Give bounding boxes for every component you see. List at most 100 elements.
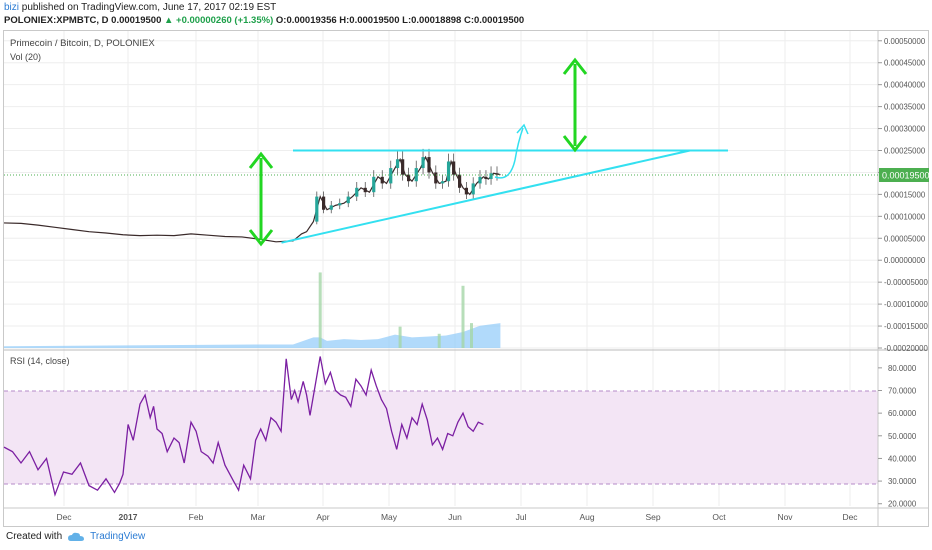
ohlc-bar: POLONIEX:XPMBTC, D 0.00019500 ▲ +0.00000…: [4, 15, 524, 26]
rsi-title: RSI (14, close): [10, 356, 70, 366]
candle-body: [401, 159, 405, 175]
close-value: C:0.00019500: [463, 15, 525, 26]
candle-body: [338, 203, 342, 206]
candle-body: [329, 205, 333, 210]
candle-body: [346, 196, 350, 204]
chart-frame: [3, 30, 929, 527]
candle-body: [434, 172, 438, 184]
time-tick-label: Oct: [712, 512, 726, 522]
volume-spike: [470, 323, 473, 348]
price-tick-label: -0.00015000: [884, 322, 928, 331]
rsi-tick-label: 70.0000: [888, 387, 917, 396]
up-triangle-icon: ▲: [164, 15, 174, 26]
candle-body: [427, 157, 431, 173]
publish-info: bizi published on TradingView.com, June …: [4, 2, 276, 13]
time-tick-label: Jul: [516, 512, 527, 522]
price-tick-label: 0.00025000: [884, 147, 926, 156]
rsi-tick-label: 50.0000: [888, 432, 917, 441]
rsi-band: [4, 391, 878, 484]
price-tick-label: 0.00040000: [884, 81, 926, 90]
candle-body: [478, 176, 482, 184]
candle-body: [458, 174, 462, 188]
last-price-tag-text: 0.00019500: [882, 171, 930, 181]
price-tick-label: -0.00005000: [884, 278, 928, 287]
volume-area: [4, 323, 501, 348]
symbol-label: POLONIEX:XPMBTC, D: [4, 15, 109, 26]
author-name[interactable]: bizi: [4, 2, 20, 13]
price-series: [3, 155, 501, 243]
time-tick-label: Feb: [189, 512, 204, 522]
price-tick-label: 0.00005000: [884, 234, 926, 243]
candle-body: [389, 168, 393, 184]
last-price: 0.00019500: [111, 15, 162, 26]
footer: Created with TradingView: [6, 531, 145, 542]
price-change: +0.00000260 (+1.35%): [176, 15, 274, 26]
time-tick-label: Jun: [448, 512, 462, 522]
time-tick-label: Nov: [777, 512, 793, 522]
rsi-tick-label: 80.0000: [888, 364, 917, 373]
price-axis-labels: 0.00050000 0.00045000 0.00040000 0.00035000…: [878, 37, 928, 353]
price-tick-label: 0.00030000: [884, 125, 926, 134]
projection-curve: [494, 127, 524, 179]
price-tick-label: 0.00045000: [884, 59, 926, 68]
candle-body: [355, 187, 359, 197]
time-tick-label: May: [381, 512, 398, 522]
volume-spike: [318, 272, 322, 348]
tradingview-logo-text[interactable]: TradingView: [90, 531, 146, 542]
time-axis-labels: Dec 2017 Feb Mar Apr May Jun Jul Aug Sep Oct Nov Dec: [56, 512, 858, 522]
candle-body: [446, 161, 451, 182]
last-price-tag: [879, 168, 929, 182]
created-with-text: Created with: [6, 531, 63, 542]
volume-bars: [4, 272, 501, 348]
rsi-tick-label: 30.0000: [888, 477, 917, 486]
candles: [315, 148, 499, 225]
candle-body: [414, 168, 418, 182]
candle-body: [464, 187, 468, 195]
chart-title: Primecoin / Bitcoin, D, POLONIEX: [10, 38, 155, 49]
candle-body: [322, 196, 326, 210]
price-tick-label: -0.00020000: [884, 344, 928, 353]
candle-body: [489, 173, 493, 180]
candle-body: [421, 157, 425, 169]
time-tick-label: Apr: [316, 512, 329, 522]
rsi-tick-label: 60.0000: [888, 409, 917, 418]
low-value: L:0.00018898: [402, 15, 462, 26]
rsi-axis-labels: 80.0000 70.0000 60.0000 50.0000 40.0000 30.00…: [878, 364, 917, 509]
price-tick-label: 0.00015000: [884, 190, 926, 199]
candle-body: [380, 176, 384, 184]
candle-body: [441, 181, 445, 184]
candle-body: [484, 176, 488, 180]
candle-body: [395, 159, 400, 169]
time-tick-label: Dec: [842, 512, 858, 522]
high-value: H:0.00019500: [339, 15, 400, 26]
price-tick-label: -0.00010000: [884, 300, 928, 309]
price-tick-label: 0.00035000: [884, 103, 926, 112]
candle-body: [471, 183, 475, 195]
candle-body: [495, 173, 499, 175]
time-tick-label: Aug: [579, 512, 594, 522]
time-tick-label: 2017: [119, 512, 138, 522]
candle-body: [363, 187, 367, 193]
time-tick-label: Sep: [645, 512, 660, 522]
support-trendline: [281, 149, 691, 244]
price-tick-label: 0.00010000: [884, 212, 926, 221]
rsi-tick-label: 20.0000: [888, 500, 917, 509]
cloud-icon: [68, 532, 85, 541]
volume-spike: [437, 333, 441, 348]
green-arrow-right: [562, 57, 588, 153]
green-arrow-left: [248, 151, 274, 247]
projection-arrowhead: [516, 123, 529, 135]
time-tick-label: Mar: [251, 512, 266, 522]
candle-body: [452, 161, 456, 175]
rsi-series: [3, 356, 484, 497]
open-value: O:0.00019356: [275, 15, 337, 26]
candle-body: [372, 176, 376, 193]
candle-body: [407, 174, 411, 182]
price-tick-label: 0.00000000: [884, 256, 926, 265]
volume-spike: [398, 326, 402, 348]
volume-indicator-label: Vol (20): [10, 52, 41, 62]
time-tick-label: Dec: [56, 512, 72, 522]
price-tick-label: 0.00050000: [884, 37, 926, 46]
rsi-tick-label: 40.0000: [888, 454, 917, 463]
